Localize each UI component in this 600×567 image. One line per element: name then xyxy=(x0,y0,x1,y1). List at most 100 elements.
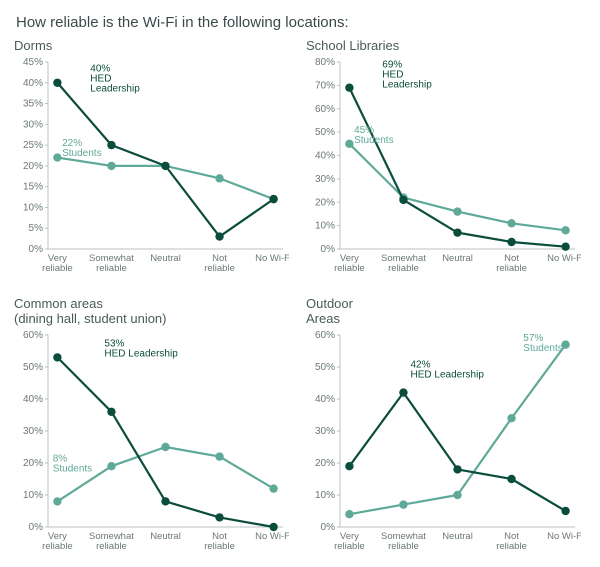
leadership-marker xyxy=(561,242,569,250)
y-tick-label: 30% xyxy=(315,174,335,185)
students-marker xyxy=(215,452,223,460)
leadership-marker xyxy=(453,465,461,473)
students-marker xyxy=(453,491,461,499)
students-marker xyxy=(161,443,169,451)
y-tick-label: 20% xyxy=(315,458,335,469)
x-tick-label: reliable xyxy=(204,541,235,552)
y-tick-label: 10% xyxy=(23,490,43,501)
y-tick-label: 0% xyxy=(29,522,44,533)
leadership-marker xyxy=(269,523,277,531)
callout-label: Students xyxy=(523,343,562,354)
y-tick-label: 40% xyxy=(23,394,43,405)
chart-svg: 0%10%20%30%40%50%60%VeryreliableSomewhat… xyxy=(14,329,289,559)
students-marker xyxy=(399,500,407,508)
x-tick-label: reliable xyxy=(334,541,365,552)
x-tick-label: reliable xyxy=(96,263,127,274)
callout-label: Leadership xyxy=(90,83,140,94)
leadership-marker xyxy=(215,513,223,521)
y-tick-label: 10% xyxy=(315,490,335,501)
x-tick-label: No Wi-Fi xyxy=(547,253,581,264)
students-marker xyxy=(107,462,115,470)
chart-svg: 0%10%20%30%40%50%60%70%80%VeryreliableSo… xyxy=(306,56,581,281)
y-tick-label: 50% xyxy=(315,362,335,373)
y-tick-label: 40% xyxy=(315,150,335,161)
chart-dorms: 0%5%10%15%20%25%30%35%40%45%Veryreliable… xyxy=(14,56,294,281)
y-tick-label: 25% xyxy=(23,140,43,151)
leadership-marker xyxy=(507,238,515,246)
y-tick-label: 35% xyxy=(23,98,43,109)
x-tick-label: reliable xyxy=(204,263,235,274)
y-tick-label: 40% xyxy=(315,394,335,405)
students-marker xyxy=(345,140,353,148)
leadership-marker xyxy=(161,162,169,170)
chart-libraries: 0%10%20%30%40%50%60%70%80%VeryreliableSo… xyxy=(306,56,586,281)
x-tick-label: Neutral xyxy=(150,531,181,542)
y-tick-label: 40% xyxy=(23,78,43,89)
x-tick-label: reliable xyxy=(42,541,73,552)
panel-title-dorms: Dorms xyxy=(14,39,294,54)
callout-label: Students xyxy=(53,464,92,475)
x-tick-label: Neutral xyxy=(442,531,473,542)
panel-libraries: School Libraries 0%10%20%30%40%50%60%70%… xyxy=(306,39,586,289)
y-tick-label: 60% xyxy=(315,330,335,341)
panel-dorms: Dorms 0%5%10%15%20%25%30%35%40%45%Veryre… xyxy=(14,39,294,289)
leadership-marker xyxy=(345,83,353,91)
panel-common: Common areas (dining hall, student union… xyxy=(14,297,294,567)
x-tick-label: No Wi-Fi xyxy=(255,531,289,542)
y-tick-label: 5% xyxy=(29,223,44,234)
chart-grid: Dorms 0%5%10%15%20%25%30%35%40%45%Veryre… xyxy=(14,39,586,567)
students-marker xyxy=(507,219,515,227)
students-marker xyxy=(269,484,277,492)
panel-outdoor: Outdoor Areas 0%10%20%30%40%50%60%Veryre… xyxy=(306,297,586,567)
y-tick-label: 50% xyxy=(315,127,335,138)
leadership-marker xyxy=(161,497,169,505)
y-tick-label: 0% xyxy=(321,244,336,255)
x-tick-label: reliable xyxy=(334,263,365,274)
y-tick-label: 45% xyxy=(23,57,43,68)
x-tick-label: reliable xyxy=(96,541,127,552)
x-tick-label: No Wi-Fi xyxy=(547,531,581,542)
leadership-line xyxy=(349,88,565,247)
y-tick-label: 15% xyxy=(23,182,43,193)
chart-outdoor: 0%10%20%30%40%50%60%VeryreliableSomewhat… xyxy=(306,329,586,559)
y-tick-label: 30% xyxy=(23,119,43,130)
callout-label: HED Leadership xyxy=(411,370,485,381)
callout-label: HED Leadership xyxy=(104,348,178,359)
x-tick-label: reliable xyxy=(388,263,419,274)
y-tick-label: 50% xyxy=(23,362,43,373)
students-marker xyxy=(107,162,115,170)
students-marker xyxy=(53,497,61,505)
students-marker xyxy=(215,174,223,182)
leadership-marker xyxy=(399,196,407,204)
y-tick-label: 80% xyxy=(315,57,335,68)
callout-label: Leadership xyxy=(382,80,432,91)
chart-svg: 0%5%10%15%20%25%30%35%40%45%Veryreliable… xyxy=(14,56,289,281)
x-tick-label: Neutral xyxy=(442,253,473,264)
callout-label: Students xyxy=(354,135,393,146)
leadership-marker xyxy=(345,462,353,470)
y-tick-label: 60% xyxy=(315,104,335,115)
y-tick-label: 30% xyxy=(23,426,43,437)
x-tick-label: reliable xyxy=(388,541,419,552)
panel-title-outdoor: Outdoor Areas xyxy=(306,297,586,327)
panel-title-common: Common areas (dining hall, student union… xyxy=(14,297,294,327)
panel-title-libraries: School Libraries xyxy=(306,39,586,54)
y-tick-label: 0% xyxy=(29,244,44,255)
students-marker xyxy=(561,226,569,234)
leadership-marker xyxy=(53,79,61,87)
students-marker xyxy=(53,153,61,161)
x-tick-label: reliable xyxy=(496,541,527,552)
leadership-line xyxy=(57,83,273,237)
students-marker xyxy=(507,414,515,422)
leadership-marker xyxy=(399,388,407,396)
callout-label: Students xyxy=(62,148,101,159)
leadership-marker xyxy=(453,228,461,236)
x-tick-label: reliable xyxy=(496,263,527,274)
y-tick-label: 20% xyxy=(23,458,43,469)
students-marker xyxy=(345,510,353,518)
y-tick-label: 20% xyxy=(23,161,43,172)
leadership-marker xyxy=(215,232,223,240)
page-root: How reliable is the Wi-Fi in the followi… xyxy=(0,0,600,567)
leadership-marker xyxy=(269,195,277,203)
y-tick-label: 0% xyxy=(321,522,336,533)
